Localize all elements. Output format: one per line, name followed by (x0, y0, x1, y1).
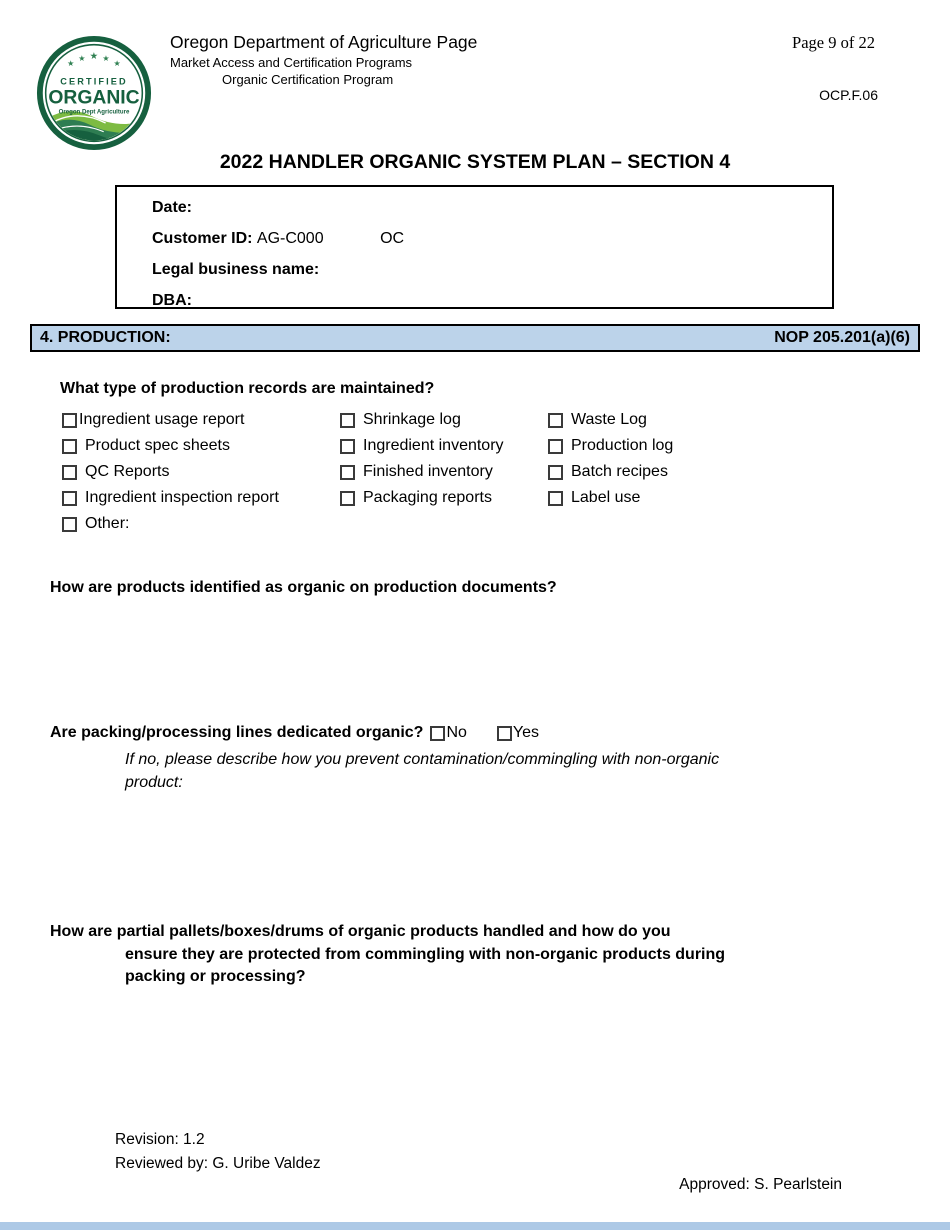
logo-inner-ring (44, 43, 144, 143)
certified-organic-seal-logo: ★ ★ ★ ★ ★ CERTIFIED ORGANIC Oregon Dept … (36, 35, 152, 151)
checkbox-label: Batch recipes (571, 463, 668, 480)
footer-right: Approved: S. Pearlstein Effective Date: … (655, 1126, 842, 1230)
checkbox[interactable] (340, 438, 355, 454)
checkbox-item: Batch recipes (548, 459, 673, 485)
program-line-1: Market Access and Certification Programs (170, 55, 413, 70)
checkbox[interactable] (340, 490, 355, 506)
checkbox-item: QC Reports (62, 459, 279, 485)
checkbox[interactable] (340, 412, 355, 428)
section-title: 4. PRODUCTION: (40, 329, 171, 346)
footer-left: Revision: 1.2 Reviewed by: G. Uribe Vald… (115, 1128, 321, 1175)
customer-id-row: Customer ID: AG-C000 OC (152, 223, 832, 254)
records-question: What type of production records are main… (60, 380, 435, 397)
checkbox[interactable] (548, 464, 563, 480)
checkbox-item: Finished inventory (340, 459, 504, 485)
logo-certified-text: CERTIFIED (60, 76, 128, 86)
checkbox-label: Ingredient usage report (79, 411, 245, 428)
star-icon: ★ (67, 59, 74, 68)
checkbox-label: Label use (571, 489, 641, 506)
records-column-2: Shrinkage log Ingredient inventory Finis… (340, 407, 504, 511)
if-no-note: If no, please describe how you prevent c… (125, 748, 719, 794)
if-no-note-line1: If no, please describe how you prevent c… (125, 751, 720, 768)
program-line-2: Organic Certification Program (222, 72, 394, 87)
revision-text: Revision: 1.2 (115, 1131, 205, 1148)
star-icon: ★ (114, 59, 121, 68)
checkbox[interactable] (340, 464, 355, 480)
checkbox-label: Production log (571, 437, 674, 454)
records-column-3: Waste Log Production log Batch recipes L… (548, 407, 673, 511)
customer-id-label: Customer ID: (152, 230, 253, 247)
records-column-1: Ingredient usage report Product spec she… (62, 407, 279, 537)
partial-pallets-question: How are partial pallets/boxes/drums of o… (50, 921, 725, 989)
section-header-bar: 4. PRODUCTION: NOP 205.201(a)(6) (30, 324, 920, 352)
checkbox[interactable] (62, 490, 77, 506)
checkbox[interactable] (62, 464, 77, 480)
logo-organic-text: ORGANIC (48, 88, 139, 109)
checkbox[interactable] (62, 516, 77, 532)
customer-info-box: Date: Customer ID: AG-C000 OC Legal busi… (115, 185, 834, 309)
form-code: OCP.F.06 (819, 87, 878, 103)
partial-pallets-line2: ensure they are protected from commingli… (125, 945, 726, 963)
date-label: Date: (152, 199, 193, 216)
checkbox-label: Ingredient inventory (363, 437, 504, 454)
identified-question: How are products identified as organic o… (50, 579, 557, 596)
star-icon: ★ (78, 54, 85, 63)
next-section-bar-edge (0, 1222, 950, 1230)
checkbox-label: Waste Log (571, 411, 647, 428)
yes-label: Yes (512, 724, 539, 741)
checkbox-label: Other: (85, 515, 130, 532)
partial-pallets-line3: packing or processing? (125, 968, 306, 985)
checkbox-label: Ingredient inspection report (85, 489, 279, 506)
checkbox-item: Ingredient inspection report (62, 485, 279, 511)
section-nop-reference: NOP 205.201(a)(6) (774, 329, 910, 346)
logo-dept-text: Oregon Dept Agriculture (59, 108, 130, 115)
checkbox-item: Ingredient inventory (340, 433, 504, 459)
date-row: Date: (152, 192, 832, 223)
checkbox[interactable] (62, 438, 77, 454)
checkbox-item: Production log (548, 433, 673, 459)
customer-id-value: AG-C000 (256, 230, 324, 247)
checkbox-label: QC Reports (85, 463, 170, 480)
if-no-note-line2: product: (125, 774, 183, 791)
page-title: 2022 HANDLER ORGANIC SYSTEM PLAN – SECTI… (219, 151, 731, 173)
checkbox-item: Shrinkage log (340, 407, 504, 433)
checkbox-label: Shrinkage log (363, 411, 461, 428)
checkbox-item: Product spec sheets (62, 433, 279, 459)
legal-name-row: Legal business name: (152, 254, 832, 285)
dedicated-question-row: Are packing/processing lines dedicated o… (50, 724, 539, 742)
org-name: Oregon Department of Agriculture Page (170, 32, 478, 52)
checkbox[interactable] (548, 438, 563, 454)
no-label: No (446, 724, 467, 741)
checkbox-item-other: Other: (62, 511, 279, 537)
approved-text: Approved: S. Pearlstein (679, 1176, 842, 1193)
page-number: Page 9 of 22 (792, 33, 875, 52)
checkbox-label: Finished inventory (363, 463, 493, 480)
checkbox[interactable] (548, 412, 563, 428)
header-org-block: Oregon Department of Agriculture Page Ma… (170, 31, 477, 88)
no-checkbox[interactable] (430, 725, 446, 741)
checkbox-label: Product spec sheets (85, 437, 230, 454)
checkbox-item: Ingredient usage report (62, 407, 279, 433)
customer-id-suffix: OC (380, 230, 405, 247)
checkbox[interactable] (548, 490, 563, 506)
yes-checkbox[interactable] (496, 725, 512, 741)
dba-row: DBA: (152, 285, 832, 316)
checkbox-item: Label use (548, 485, 673, 511)
checkbox-item: Packaging reports (340, 485, 504, 511)
reviewed-by-text: Reviewed by: G. Uribe Valdez (115, 1154, 321, 1172)
star-icon: ★ (90, 51, 99, 62)
dba-label: DBA: (152, 292, 192, 309)
partial-pallets-line1: How are partial pallets/boxes/drums of o… (50, 923, 671, 940)
legal-name-label: Legal business name: (152, 261, 320, 278)
checkbox-label: Packaging reports (363, 489, 492, 506)
star-icon: ★ (102, 54, 109, 63)
checkbox-item: Waste Log (548, 407, 673, 433)
checkbox[interactable] (62, 412, 77, 428)
dedicated-question: Are packing/processing lines dedicated o… (50, 724, 424, 741)
